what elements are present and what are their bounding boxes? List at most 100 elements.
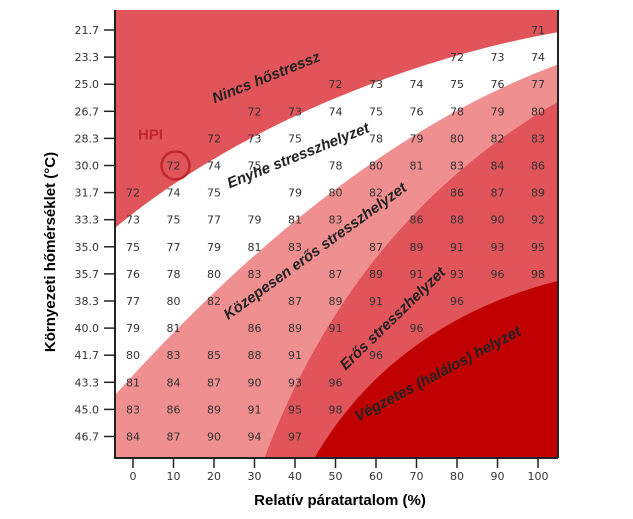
x-tick-label: 90 xyxy=(491,470,505,483)
cell-value: 91 xyxy=(369,295,383,308)
cell-value: 80 xyxy=(126,349,140,362)
cell-value: 88 xyxy=(248,349,262,362)
cell-value: 97 xyxy=(288,431,302,444)
cell-value: 77 xyxy=(167,241,181,254)
cell-value: 73 xyxy=(288,105,302,118)
cell-value: 74 xyxy=(167,187,181,200)
cell-value: 93 xyxy=(491,241,505,254)
cell-value: 81 xyxy=(410,160,424,173)
cell-value: 72 xyxy=(450,51,464,64)
y-tick-label: 21.7 xyxy=(75,24,100,37)
x-tick-label: 80 xyxy=(450,470,464,483)
cell-value: 90 xyxy=(207,431,221,444)
cell-value: 84 xyxy=(126,431,140,444)
cell-value: 88 xyxy=(450,214,464,227)
y-tick-label: 33.3 xyxy=(75,214,100,227)
cell-value: 78 xyxy=(450,105,464,118)
cell-value: 79 xyxy=(288,187,302,200)
cell-value: 80 xyxy=(369,160,383,173)
cell-value: 91 xyxy=(329,322,343,335)
cell-value: 84 xyxy=(167,376,181,389)
cell-value: 74 xyxy=(531,51,545,64)
y-tick-label: 43.3 xyxy=(75,376,100,389)
cell-value: 74 xyxy=(410,78,424,91)
cell-value: 89 xyxy=(410,241,424,254)
cell-value: 73 xyxy=(126,214,140,227)
cell-value: 75 xyxy=(126,241,140,254)
cell-value: 81 xyxy=(288,214,302,227)
cell-value: 96 xyxy=(329,376,343,389)
x-tick-label: 70 xyxy=(410,470,424,483)
cell-value: 86 xyxy=(167,403,181,416)
y-tick-label: 25.0 xyxy=(75,78,100,91)
cell-value: 81 xyxy=(126,376,140,389)
y-tick-label: 46.7 xyxy=(75,431,100,444)
cell-value: 94 xyxy=(248,431,262,444)
cell-value: 89 xyxy=(207,403,221,416)
cell-value: 81 xyxy=(248,241,262,254)
cell-value: 89 xyxy=(531,187,545,200)
cell-value: 74 xyxy=(329,105,343,118)
cell-value: 95 xyxy=(288,403,302,416)
cell-value: 79 xyxy=(248,214,262,227)
cell-value: 78 xyxy=(167,268,181,281)
x-tick-layer: 0 10 20 30 40 50 60 70 80 90 100 xyxy=(130,458,549,483)
cell-value: 79 xyxy=(491,105,505,118)
cell-value: 79 xyxy=(126,322,140,335)
x-tick-label: 30 xyxy=(248,470,262,483)
cell-value: 87 xyxy=(167,431,181,444)
x-tick-label: 60 xyxy=(369,470,383,483)
cell-value: 76 xyxy=(491,78,505,91)
y-axis-title: Környezeti hőmérséklet (°C) xyxy=(42,152,59,352)
cell-value: 75 xyxy=(369,105,383,118)
cell-value: 98 xyxy=(329,403,343,416)
cell-value: 96 xyxy=(491,268,505,281)
cell-value: 87 xyxy=(491,187,505,200)
cell-value: 98 xyxy=(531,268,545,281)
cell-value: 73 xyxy=(369,78,383,91)
cell-value: 78 xyxy=(329,160,343,173)
cell-value: 89 xyxy=(329,295,343,308)
cell-value: 96 xyxy=(369,349,383,362)
x-tick-label: 40 xyxy=(288,470,302,483)
cell-value: 84 xyxy=(491,160,505,173)
cell-value: 82 xyxy=(207,295,221,308)
cell-value: 91 xyxy=(410,268,424,281)
y-tick-label: 26.7 xyxy=(75,105,100,118)
cell-value: 96 xyxy=(410,322,424,335)
cell-value: 78 xyxy=(369,132,383,145)
cell-value: 86 xyxy=(248,322,262,335)
cell-value: 86 xyxy=(450,187,464,200)
cell-value: 85 xyxy=(207,349,221,362)
cell-value: 83 xyxy=(126,403,140,416)
x-axis-title: Relatív páratartalom (%) xyxy=(254,492,426,509)
y-tick-label: 28.3 xyxy=(75,132,100,145)
cell-value: 83 xyxy=(167,349,181,362)
cell-value: 75 xyxy=(248,160,262,173)
cell-value: 80 xyxy=(329,187,343,200)
cell-value: 82 xyxy=(369,187,383,200)
cell-value: 72 xyxy=(126,187,140,200)
cell-value: 96 xyxy=(450,295,464,308)
cell-value: 93 xyxy=(450,268,464,281)
cell-value: 73 xyxy=(248,132,262,145)
y-tick-label: 31.7 xyxy=(75,187,100,200)
cell-value: 91 xyxy=(450,241,464,254)
hpi-label: HPI xyxy=(138,127,163,144)
cell-value: 79 xyxy=(207,241,221,254)
cell-value: 75 xyxy=(288,132,302,145)
cell-value: 95 xyxy=(531,241,545,254)
y-tick-label: 30.0 xyxy=(75,160,100,173)
y-tick-label: 35.7 xyxy=(75,268,100,281)
x-tick-label: 20 xyxy=(207,470,221,483)
y-tick-layer: 21.7 23.3 25.0 26.7 28.3 30.0 31.7 33.3 35.0 35.7… xyxy=(75,24,115,444)
cell-value: 83 xyxy=(248,268,262,281)
hpi-circle xyxy=(160,150,191,181)
cell-value: 91 xyxy=(248,403,262,416)
cell-value: 90 xyxy=(248,376,262,389)
cell-value: 81 xyxy=(167,322,181,335)
cell-value: 74 xyxy=(207,160,221,173)
cell-value: 89 xyxy=(288,322,302,335)
cell-value-layer: 71 72 73 74 72 73 74 75 76 77 72 73 74 75 76 78 79 80 72 73… xyxy=(126,24,545,444)
cell-value: 72 xyxy=(329,78,343,91)
